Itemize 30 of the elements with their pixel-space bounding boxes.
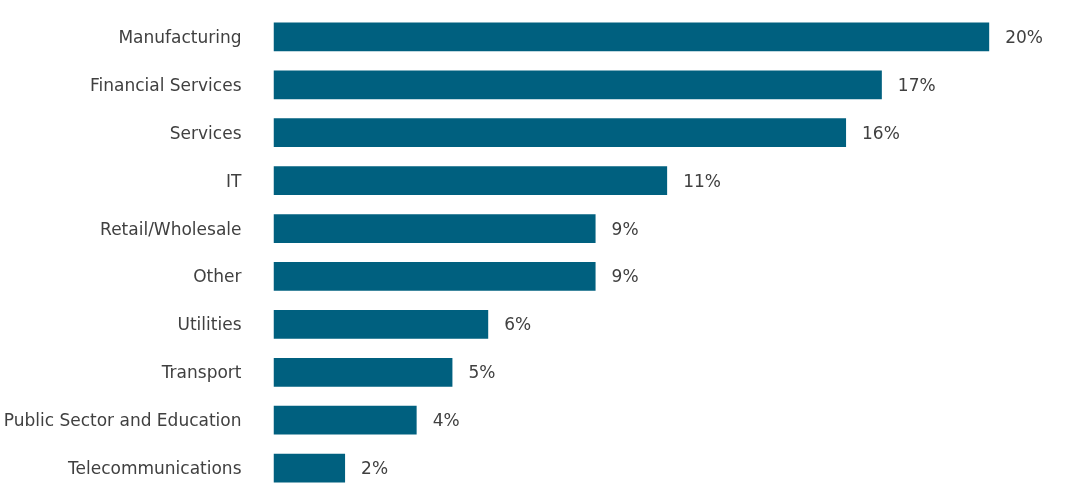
bar (273, 166, 668, 195)
y-tick-label: Transport (160, 362, 242, 383)
y-tick-label: Utilities (177, 314, 242, 335)
bar (273, 310, 489, 339)
data-label: 4% (432, 410, 460, 431)
data-label: 9% (611, 266, 639, 287)
data-label: 17% (897, 74, 936, 95)
y-tick-label: Services (169, 122, 242, 143)
bar (273, 357, 453, 387)
data-label: 9% (611, 218, 639, 239)
bar (273, 22, 990, 52)
bar (273, 262, 596, 291)
y-tick-label: IT (226, 170, 243, 191)
y-tick-label: Manufacturing (118, 26, 242, 47)
y-tick-label: Public Sector and Education (3, 410, 242, 431)
bar (273, 214, 596, 243)
y-tick-label: Financial Services (89, 74, 242, 95)
data-label: 2% (361, 458, 389, 479)
data-label: 6% (504, 314, 532, 335)
bar (273, 405, 417, 435)
data-label: 11% (683, 170, 721, 191)
y-tick-label: Retail/Wholesale (100, 218, 242, 239)
y-tick-label: Telecommunications (67, 458, 242, 479)
data-label: 5% (468, 362, 496, 383)
bar (273, 70, 882, 100)
data-label: 20% (1005, 26, 1043, 47)
bar (273, 118, 847, 148)
bar (273, 453, 346, 483)
data-label: 16% (862, 122, 900, 143)
y-tick-label: Other (193, 266, 242, 287)
